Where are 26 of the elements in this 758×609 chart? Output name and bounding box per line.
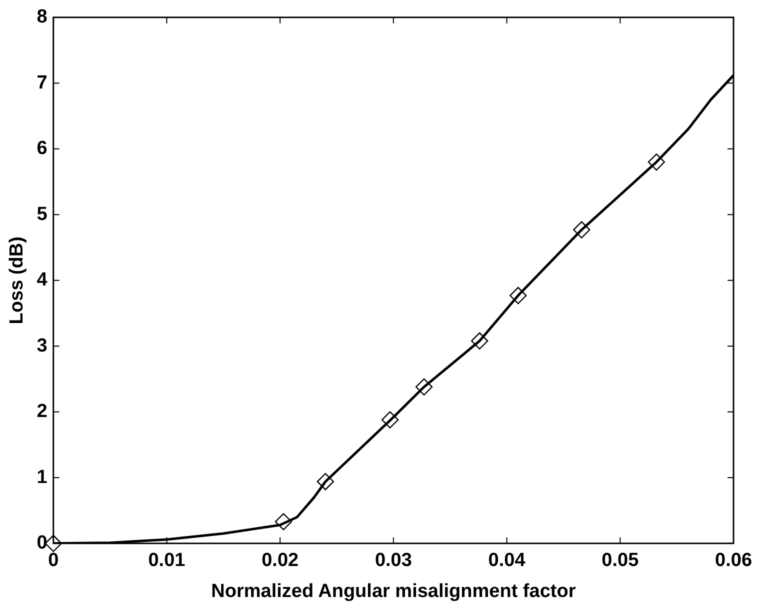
y-tick-label: 1	[36, 466, 48, 488]
x-tick-label: 0.02	[262, 550, 299, 572]
point	[510, 286, 527, 304]
y-tick-label: 7	[36, 72, 48, 94]
x-tick-label: 0.03	[374, 550, 412, 572]
x-tick-label: 0.05	[602, 550, 640, 572]
y-tick-label: 5	[36, 204, 48, 225]
x-tick-label: 0.04	[488, 550, 526, 572]
x-tick-label: 0.06	[715, 550, 752, 572]
y-tick-label: 8	[36, 6, 48, 28]
point	[573, 221, 590, 238]
point	[381, 411, 399, 428]
point	[415, 378, 433, 396]
point	[648, 153, 666, 171]
y-tick-label: 4	[36, 270, 48, 291]
y-tick-label: 0	[36, 532, 48, 554]
y-axis-title: Loss (dB)	[6, 236, 28, 324]
y-tick-label: 2	[36, 401, 48, 422]
point	[316, 472, 334, 490]
x-tick-label: 0.01	[148, 550, 186, 572]
y-tick-label: 6	[36, 138, 48, 160]
point	[274, 513, 292, 530]
x-axis-title: Normalized Angular misalignment factor	[211, 580, 576, 602]
point	[44, 534, 62, 552]
point	[470, 332, 488, 350]
y-tick-label: 3	[36, 335, 48, 356]
